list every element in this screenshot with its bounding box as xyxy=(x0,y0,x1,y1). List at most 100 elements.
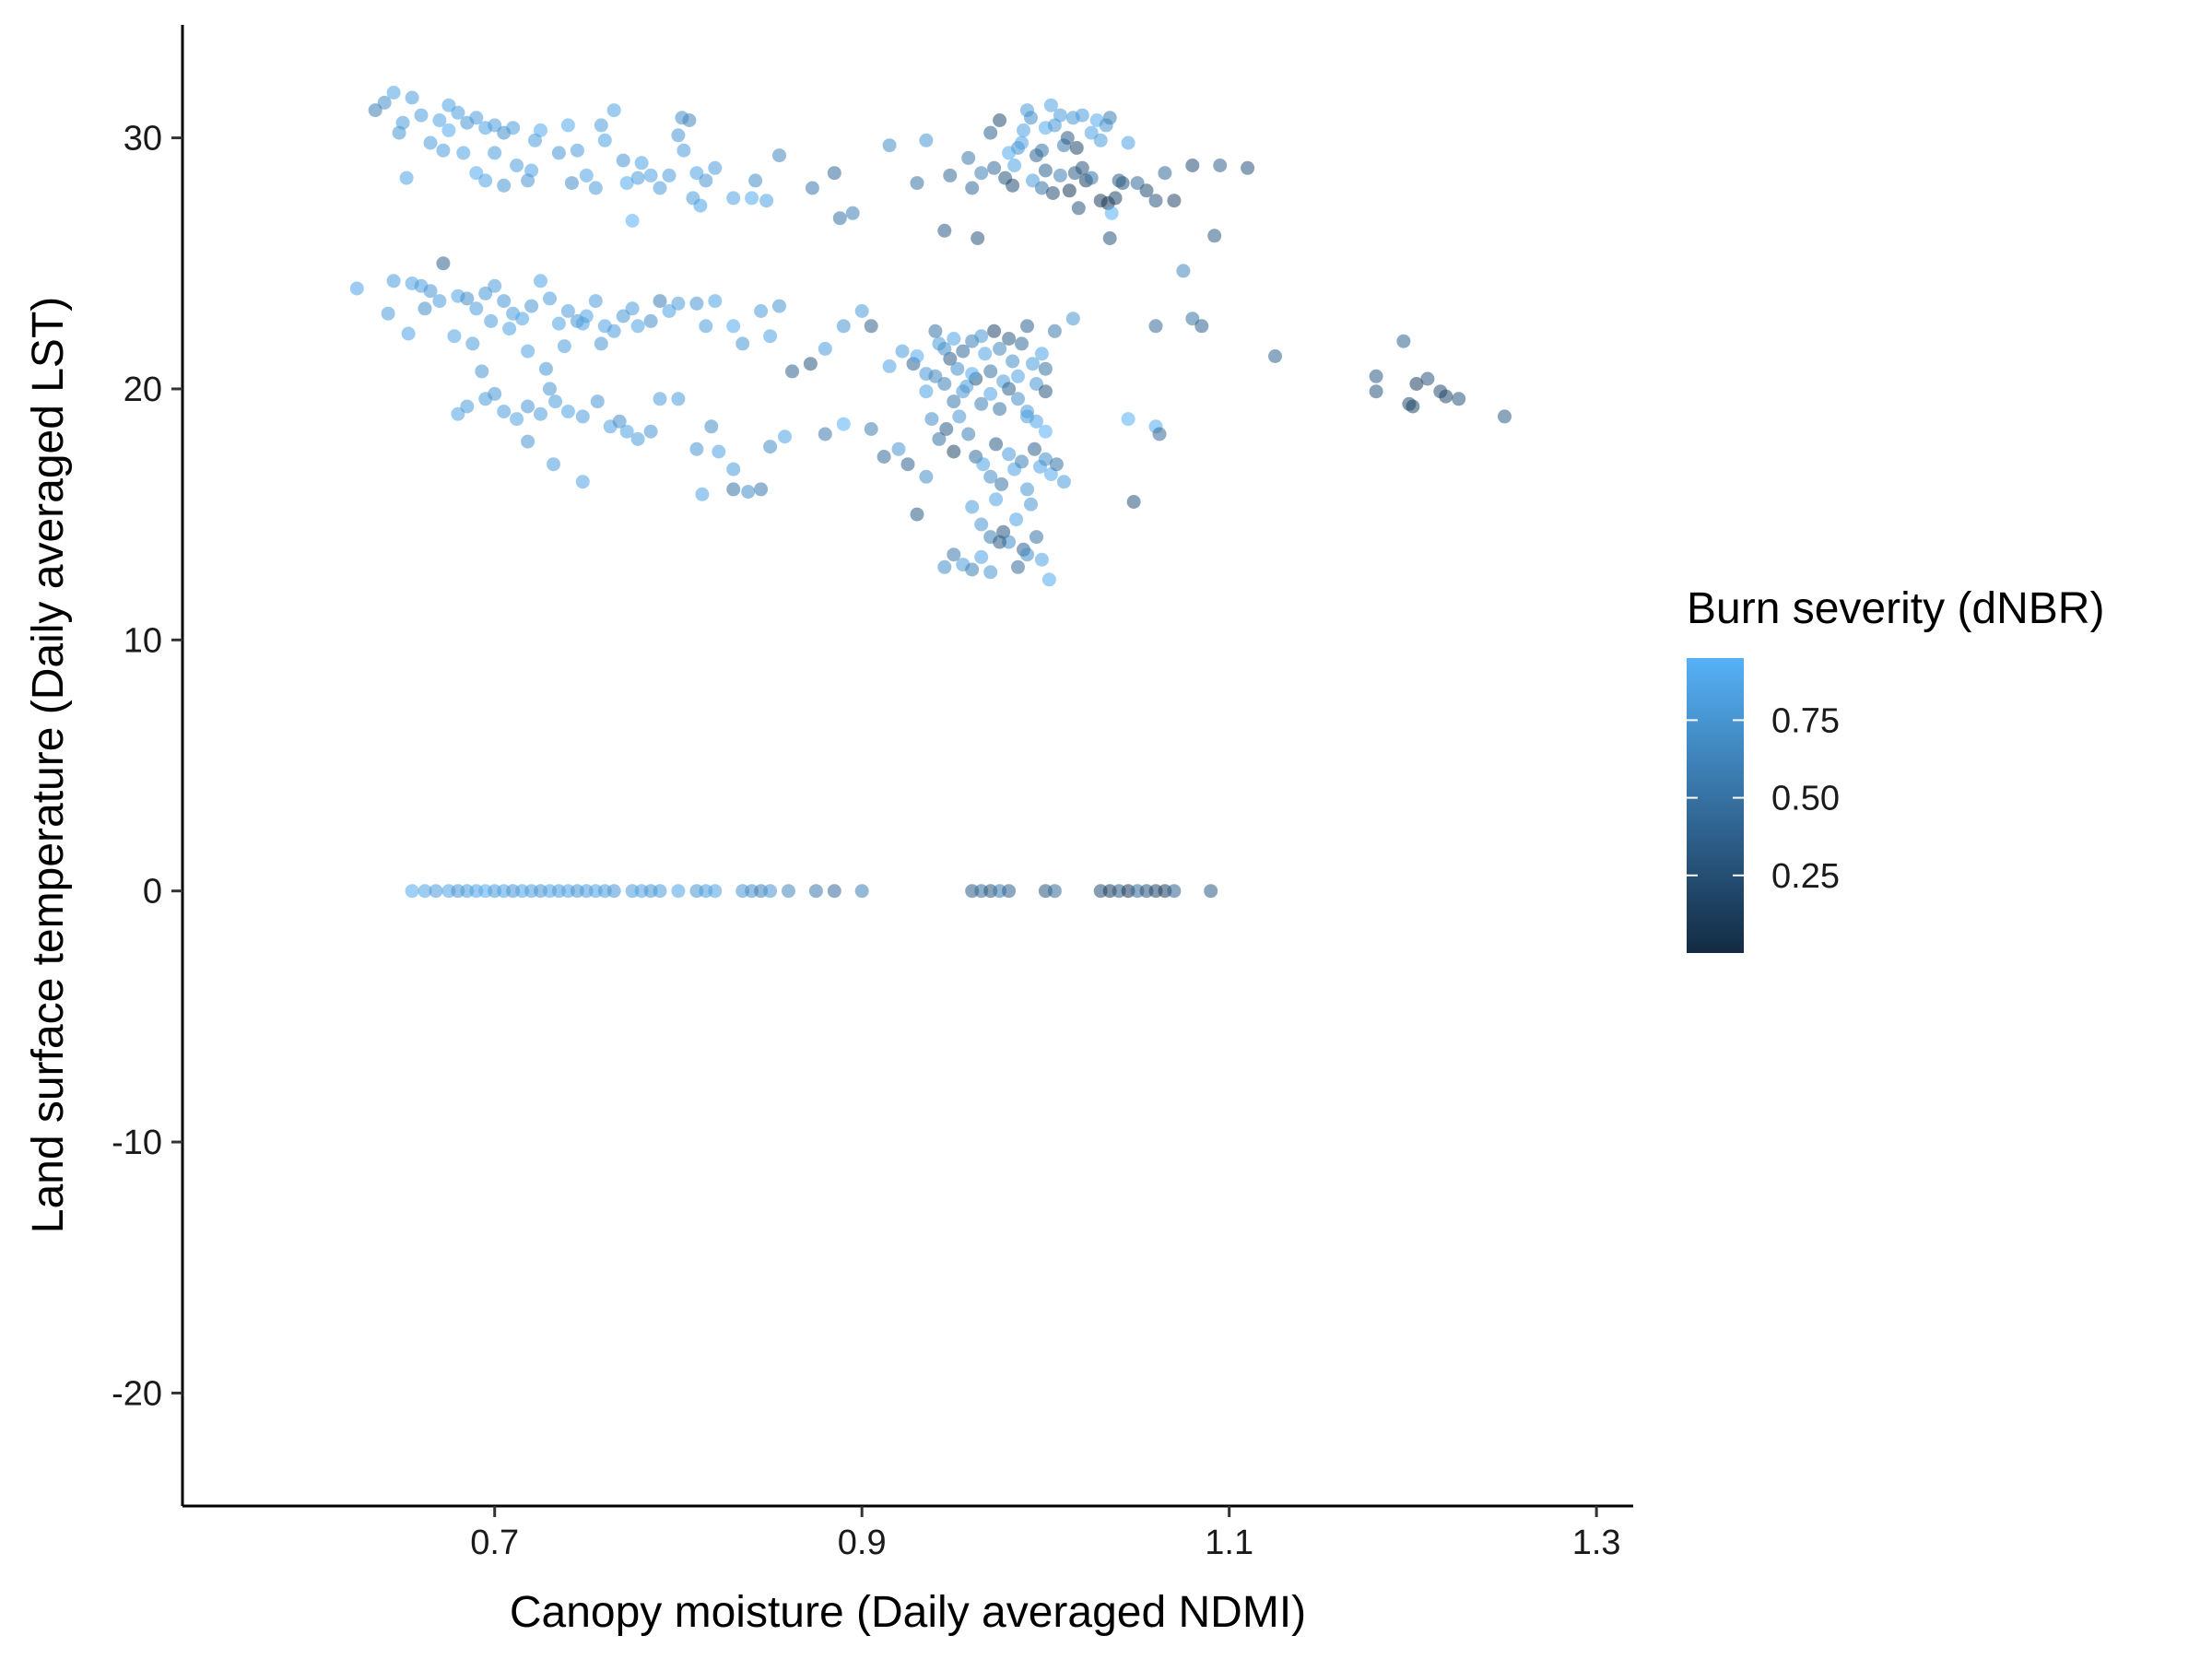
data-point xyxy=(1167,194,1182,208)
data-point xyxy=(590,394,605,409)
data-point xyxy=(469,166,484,181)
data-point xyxy=(662,168,677,182)
data-point xyxy=(594,118,608,133)
data-point xyxy=(1067,166,1082,181)
data-point xyxy=(399,171,414,185)
colorbar-ticks: 0.25 0.50 0.75 xyxy=(1687,701,1840,896)
data-point xyxy=(671,884,686,899)
data-point xyxy=(987,160,1002,175)
data-point xyxy=(1024,111,1038,125)
data-point xyxy=(965,367,980,382)
data-point xyxy=(1006,354,1020,369)
data-point xyxy=(1030,530,1043,545)
data-point xyxy=(1020,409,1034,424)
data-point xyxy=(521,173,535,188)
data-point xyxy=(432,294,447,309)
data-point xyxy=(950,361,965,376)
data-point xyxy=(1158,166,1172,181)
data-point xyxy=(689,441,704,456)
data-point xyxy=(956,384,971,399)
data-point xyxy=(1030,377,1043,391)
data-point xyxy=(1045,186,1060,200)
data-point xyxy=(772,299,786,313)
data-point xyxy=(625,214,640,228)
data-point xyxy=(414,108,429,123)
data-point xyxy=(429,884,443,899)
data-point xyxy=(612,414,627,429)
data-point xyxy=(1011,559,1025,574)
data-point xyxy=(510,159,524,172)
data-point xyxy=(1069,141,1084,155)
data-point xyxy=(460,291,475,306)
data-point xyxy=(1026,357,1040,371)
data-point xyxy=(451,406,465,421)
data-point xyxy=(1152,427,1167,441)
data-point xyxy=(983,364,998,379)
data-point xyxy=(937,341,952,356)
data-point xyxy=(548,394,562,409)
data-point xyxy=(1006,178,1020,193)
data-point xyxy=(1207,229,1222,243)
data-point xyxy=(689,296,704,311)
data-point xyxy=(1007,159,1022,172)
data-point xyxy=(827,884,841,899)
data-point xyxy=(763,884,778,899)
data-point xyxy=(864,422,878,436)
data-point xyxy=(594,336,608,351)
data-point xyxy=(1241,160,1255,175)
data-point xyxy=(1049,457,1064,472)
data-point xyxy=(965,181,980,195)
data-point xyxy=(961,150,976,165)
data-point xyxy=(619,424,634,439)
data-point xyxy=(1065,312,1080,326)
data-point xyxy=(560,118,575,133)
data-point xyxy=(1102,111,1117,125)
data-point xyxy=(947,547,961,562)
data-point xyxy=(630,319,645,334)
data-point xyxy=(1126,495,1141,509)
data-point xyxy=(735,336,750,351)
data-point xyxy=(854,304,869,318)
data-point xyxy=(579,168,594,182)
data-point xyxy=(543,382,557,396)
data-point xyxy=(832,211,847,226)
data-point xyxy=(1034,143,1049,158)
data-point xyxy=(551,146,566,160)
data-point xyxy=(993,402,1007,417)
data-point xyxy=(616,309,630,324)
data-point xyxy=(895,344,910,359)
data-point xyxy=(653,181,667,195)
data-point xyxy=(521,399,535,414)
data-point xyxy=(423,284,438,299)
data-point xyxy=(910,176,924,191)
data-point xyxy=(1043,98,1058,112)
data-point xyxy=(515,312,530,326)
data-point xyxy=(349,281,364,296)
data-point xyxy=(488,146,502,160)
data-point xyxy=(606,324,621,338)
data-point xyxy=(1041,572,1056,587)
data-point xyxy=(845,206,860,220)
data-point xyxy=(836,417,851,431)
data-point xyxy=(1148,194,1163,208)
data-point xyxy=(699,319,713,334)
points-layer xyxy=(349,86,1512,899)
colorbar-tick-label: 0.75 xyxy=(1771,701,1840,740)
data-point xyxy=(1498,409,1512,424)
data-point xyxy=(497,405,512,418)
data-point xyxy=(961,427,976,441)
data-point xyxy=(748,173,763,188)
data-point xyxy=(974,549,989,564)
data-point xyxy=(983,469,998,484)
data-point xyxy=(1369,384,1383,399)
data-point xyxy=(502,322,517,336)
data-point xyxy=(1396,334,1411,348)
data-point xyxy=(539,361,553,376)
data-point xyxy=(978,347,993,361)
data-point xyxy=(625,301,640,316)
data-point xyxy=(1038,361,1053,376)
data-point xyxy=(619,176,634,191)
data-point xyxy=(1194,319,1209,334)
data-point xyxy=(712,444,726,459)
